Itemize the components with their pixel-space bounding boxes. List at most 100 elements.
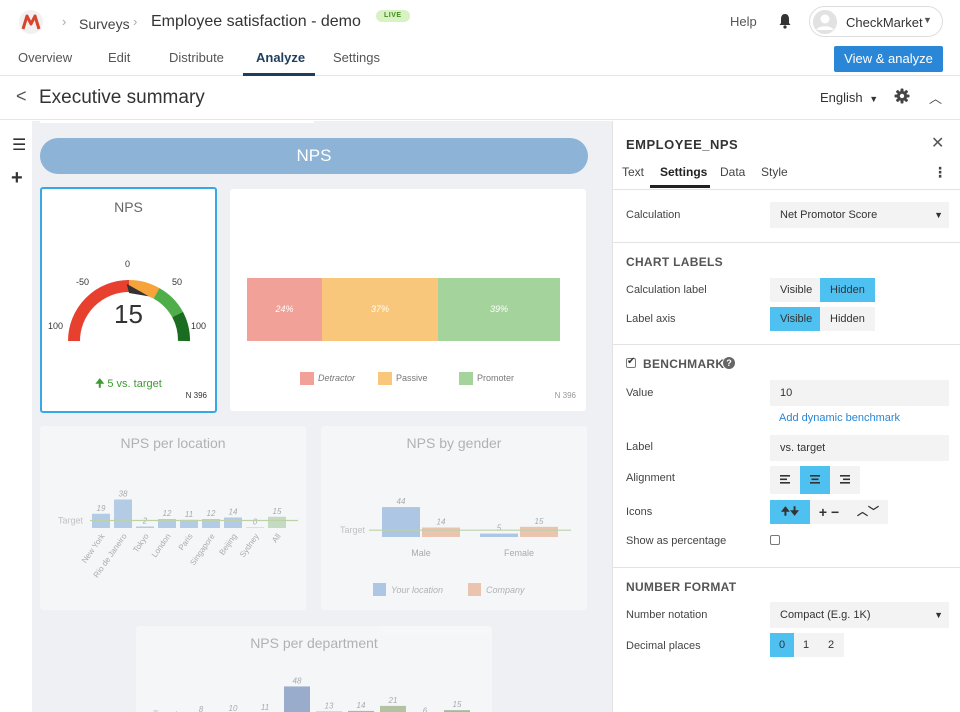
panel-tab-style[interactable]: Style xyxy=(761,165,788,179)
icons-arrows-option[interactable]: 🠉🠋 xyxy=(770,500,810,524)
location-bar xyxy=(136,526,154,528)
decimals-1-option[interactable]: 1 xyxy=(794,633,818,657)
panel-tab-settings[interactable]: Settings xyxy=(660,165,708,179)
caret-down-icon: ▼ xyxy=(869,94,879,104)
calculation-label-label: Calculation label xyxy=(626,284,707,296)
label-axis-hidden-toggle[interactable]: Hidden xyxy=(820,307,875,331)
department-bar xyxy=(348,710,374,712)
gender-bar xyxy=(480,533,518,537)
gauge-darkgreen-segment xyxy=(172,311,190,342)
alignment-label: Alignment xyxy=(626,472,675,484)
target-label: Target xyxy=(153,709,179,712)
target-label: Target xyxy=(58,516,84,526)
language-select[interactable]: English ▼ xyxy=(820,90,878,105)
bar-value-label: 38 xyxy=(119,490,128,499)
chevron-up-down-icon: ︿﹀ xyxy=(857,506,879,518)
decimals-2-option[interactable]: 2 xyxy=(818,633,844,657)
app-logo-icon[interactable] xyxy=(18,9,44,35)
calc-label-visible-toggle[interactable]: Visible xyxy=(770,278,823,302)
sample-size: N 396 xyxy=(554,391,576,400)
nps-by-gender-card[interactable]: NPS by gender Target 44 14 Male 5 15 Female You… xyxy=(321,426,587,610)
align-right-button[interactable] xyxy=(830,466,860,494)
calculation-select[interactable]: Net Promotor Score ▼ xyxy=(770,202,949,228)
bar-value-label: 13 xyxy=(325,702,334,711)
calculation-value: Net Promotor Score xyxy=(780,209,878,221)
close-icon[interactable]: ✕ xyxy=(931,135,945,152)
panel-tab-text[interactable]: Text xyxy=(622,165,645,179)
sample-size: N 396 xyxy=(185,391,207,400)
nps-gauge-card[interactable]: NPS 100 -50 0 50 100 15 🠉 5 vs. target N… xyxy=(40,187,217,413)
avatar-icon xyxy=(813,10,837,34)
align-center-button[interactable] xyxy=(800,466,830,494)
department-bar xyxy=(284,686,310,712)
nps-per-department-card[interactable]: NPS per department Target 8 10 11 48 13 14 21 6 1… xyxy=(136,626,492,712)
add-dynamic-benchmark-link[interactable]: Add dynamic benchmark xyxy=(779,412,901,424)
bar-value-label: 12 xyxy=(207,509,216,518)
tab-edit[interactable]: Edit xyxy=(108,50,131,65)
notification-bell-icon[interactable] xyxy=(778,13,792,29)
divider xyxy=(613,189,960,190)
show-as-percentage-label: Show as percentage xyxy=(626,535,727,547)
show-as-percentage-checkbox[interactable] xyxy=(770,535,780,545)
divider xyxy=(613,242,960,243)
align-left-button[interactable] xyxy=(770,466,800,494)
bar-value-label: 14 xyxy=(437,517,446,526)
view-and-analyze-button[interactable]: View & analyze xyxy=(834,46,943,72)
gauge-red-segment xyxy=(68,280,130,342)
nps-distribution-card[interactable]: 24% 37% 39% Detractor Passive Promoter N 396 xyxy=(230,189,586,411)
chart-labels-heading: CHART LABELS xyxy=(626,255,723,269)
account-menu[interactable]: CheckMarket ▼ xyxy=(809,6,943,37)
nps-section-banner[interactable]: NPS xyxy=(40,138,588,174)
calc-label-hidden-toggle[interactable]: Hidden xyxy=(820,278,875,302)
help-link[interactable]: Help xyxy=(730,14,757,29)
benchmark-value-input[interactable]: 10 xyxy=(770,380,949,406)
collapse-chevron-icon[interactable]: ︿ xyxy=(929,91,943,106)
decimals-0-option[interactable]: 0 xyxy=(770,633,794,657)
tab-analyze[interactable]: Analyze xyxy=(256,50,306,65)
label-axis-label: Label axis xyxy=(626,313,676,325)
add-widget-icon[interactable]: + xyxy=(11,167,23,189)
benchmark-checkbox[interactable]: ✔ xyxy=(626,356,636,368)
location-bar xyxy=(246,527,264,528)
more-options-icon[interactable]: ⋮ xyxy=(933,164,947,180)
category-tick-label: All xyxy=(270,532,283,545)
icons-plus-minus-option[interactable]: + − xyxy=(810,500,848,524)
menu-icon[interactable]: ☰ xyxy=(12,137,27,154)
tab-overview[interactable]: Overview xyxy=(18,50,73,65)
nps-score: 15 xyxy=(114,299,143,329)
gender-bar-chart: Target 44 14 Male 5 15 Female Your location Comp… xyxy=(340,497,571,596)
department-bar xyxy=(380,705,406,712)
department-bar xyxy=(444,710,470,712)
panel-tab-data[interactable]: Data xyxy=(720,165,746,179)
category-tick-label: Beijing xyxy=(217,532,238,557)
distribution-segment-promoter: 39% xyxy=(437,278,560,341)
distribution-segment-passive: 37% xyxy=(322,278,438,341)
number-notation-select[interactable]: Compact (E.g. 1K) ▼ xyxy=(770,602,949,628)
tab-settings[interactable]: Settings xyxy=(333,50,380,65)
gauge-label: 100 xyxy=(48,321,64,331)
legend-label: Detractor xyxy=(318,373,356,383)
bar-value-label: 0 xyxy=(253,518,258,527)
benchmark-heading: BENCHMARK xyxy=(643,357,725,371)
legend-swatch xyxy=(373,583,386,596)
icons-chevrons-option[interactable]: ︿﹀ xyxy=(848,500,888,524)
breadcrumb-surveys-link[interactable]: Surveys xyxy=(79,16,130,32)
location-bar xyxy=(202,519,220,528)
bar-value-label: 2 xyxy=(142,517,148,526)
target-delta: 🠉 5 vs. target xyxy=(42,375,215,394)
bar-value-label: 14 xyxy=(229,508,238,517)
gear-icon[interactable] xyxy=(894,88,910,104)
gauge-label: 0 xyxy=(125,259,131,269)
label-axis-visible-toggle[interactable]: Visible xyxy=(770,307,823,331)
back-chevron-icon[interactable]: < xyxy=(16,86,27,106)
nps-per-location-card[interactable]: NPS per location Target 19 New York 38 Rio d… xyxy=(40,426,306,610)
help-icon[interactable]: ? xyxy=(723,357,735,369)
bar-value-label: 14 xyxy=(357,701,366,710)
decimal-places-label: Decimal places xyxy=(626,640,701,652)
align-left-icon xyxy=(780,475,790,484)
caret-down-icon: ▼ xyxy=(934,210,943,220)
department-bar-chart: Target 8 10 11 48 13 14 21 6 15 xyxy=(153,676,470,712)
benchmark-label-input[interactable]: vs. target xyxy=(770,435,949,461)
category-tick-label: London xyxy=(150,532,173,559)
tab-distribute[interactable]: Distribute xyxy=(169,50,224,65)
